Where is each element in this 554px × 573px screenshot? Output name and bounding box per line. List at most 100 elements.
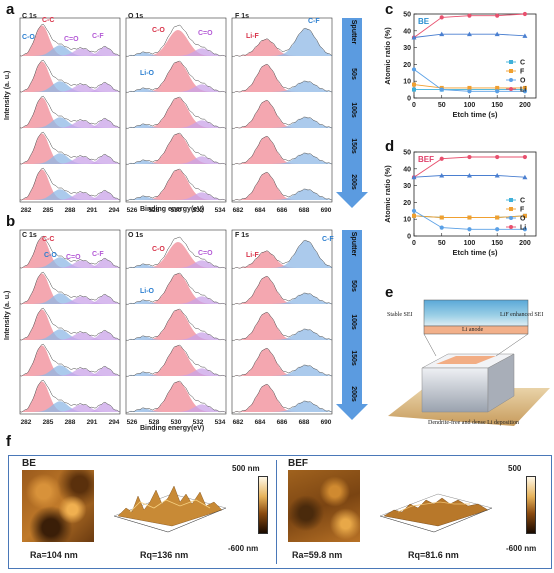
chart-d-point-1-3 [495,215,500,220]
xps-b-peak-c1-r0-p2 [126,264,226,268]
xps-b-peak-c1-r4-p1 [126,404,226,412]
xps-b-peak-c0-r3-p3 [20,366,120,376]
xps-a-sputter-arrow-body [342,18,362,192]
afm-divider [276,460,277,564]
xps-b-xlabel: Binding energy(eV) [140,425,205,432]
xps-b-sputter-label-3: 150s [350,350,357,366]
xps-b-sputter-label-4: 200s [350,386,357,402]
xps-b-peak-c0-r4-p0 [20,381,120,412]
xps-a-peak-c2-r3-p1 [232,153,332,164]
chart-c-point-4-3 [494,31,500,37]
xps-a-peak-c0-r1-p3 [20,82,120,92]
afm-be-3d-surface [113,485,227,533]
xps-b-envelope-c1-r4 [125,380,227,413]
xps-a-cf-label: C-F [92,33,104,40]
chart-d-point-4-1 [439,173,445,178]
xps-a-tick-c1-4: 534 [215,207,226,212]
xps-a-peak-c1-r4-p2 [126,196,226,200]
xps-b-o-co-label: C-O [152,246,165,253]
chart-c-point-3-2 [467,13,472,18]
xps-b-peak-c2-r1-p1 [232,293,332,304]
chart-d-legend-marker-0 [509,198,513,202]
xps-a-lio-label: Li-O [140,70,154,77]
xps-a-peak-c0-r4-p3 [20,190,120,200]
xps-b-sputter-label-1: 50s [350,280,357,292]
xps-b-ceo-label: C=O [66,254,81,261]
xps-a-peak-c2-r3-p0 [232,136,332,164]
xps-b-peak-c1-r3-p0 [126,345,226,376]
xps-panel-a: 282 285 288 291 294 526 528 530 532 534 682 684 686 6… [0,0,380,214]
chart-c-point-2-0 [411,67,417,72]
xps-b-co-label: C-O [44,252,57,259]
xps-b-peak-c2-r2-p1 [232,329,332,340]
chart-d-point-1-1 [439,215,444,220]
xps-b-tick-c0-2: 288 [65,419,76,426]
xps-b-tick-c0-1: 285 [43,419,54,426]
xps-a-co-label: C-O [22,34,35,41]
xps-a-peak-c1-r0-p2 [126,52,226,56]
afm-bef-label: BEF [288,458,308,469]
xps-b-o1s-title: O 1s [128,232,144,239]
xps-b-tick-c2-0: 682 [233,419,244,426]
xps-a-peak-c1-r1-p2 [126,88,226,92]
chart-c-legend-marker-1 [509,69,513,73]
afm-bef-colorbar [526,476,536,534]
xps-a-frame-0 [19,17,121,203]
chart-d-xtick-label-0: 0 [412,240,416,247]
xps-panel-b: 282 285 288 291 294 526 528 530 532 534 682 684 686 6… [0,212,380,426]
xps-a-tick-c1-3: 532 [193,207,204,212]
xps-b-tick-c0-4: 294 [109,419,120,426]
xps-b-peak-c1-r2-p2 [126,336,226,340]
xps-b-lif-label: Li-F [246,252,259,259]
xps-b-envelope-c1-r3 [125,344,227,377]
xps-b-ylabel: Intensity (a. u.) [4,290,11,340]
afm-be-colorbar [258,476,268,534]
xps-b-c1s-title: C 1s [22,232,37,239]
xps-b-peak-c1-r1-p1 [126,296,226,304]
chart-c-point-0-0 [412,87,416,92]
chart-c-tag: BE [418,17,430,26]
chart-c-ytick-label-1: 10 [403,79,411,86]
xps-b-peak-c2-r4-p1 [232,401,332,412]
xps-b-envelope-c2-r2 [231,311,333,341]
chart-c-point-3-3 [495,13,500,18]
xps-a-svg: 282 285 288 291 294 526 528 530 532 534 682 684 686 6… [19,17,368,214]
xps-a-envelope-c1-r1 [125,60,227,93]
xps-a-peak-c2-r2-p1 [232,117,332,128]
chart-c-point-2-1 [439,87,444,92]
xps-a-frame-1 [125,17,227,203]
xps-a-envelope-c0-r2 [19,95,121,129]
afm-bef-ra: Ra=59.8 nm [292,550,343,560]
chart-c-point-3-4 [522,11,528,17]
chart-c-legend-label-1: F [520,69,525,76]
afm-be-cb-bottom: -600 nm [228,544,259,553]
xps-b-peak-c1-r4-p2 [126,408,226,412]
xps-b-peak-c2-r0-p1 [232,240,332,268]
chart-c-legend-marker-0 [509,60,513,64]
chart-d-xlabel: Etch time (s) [452,248,498,257]
chart-c-point-4-4 [522,33,528,38]
afm-be-label: BE [22,458,36,469]
afm-be-cb-top: 500 nm [232,464,260,473]
chart-d-point-3-3 [495,154,500,160]
chart-c-ylabel: Atomic ratio (%) [383,27,392,85]
xps-b-peak-c0-r2-p0 [20,309,120,340]
chart-c-legend-label-3: Li [520,87,526,94]
xps-b-tick-c1-0: 526 [127,419,138,426]
xps-a-envelope-c1-r3 [125,132,227,165]
xps-a-peak-c1-r1-p1 [126,84,226,92]
afm-bef-3d-surface [379,493,493,533]
xps-b-peak-c1-r0-p0 [126,242,226,268]
afm-bef-2d-image [288,470,360,542]
xps-b-envelope-c1-r0 [125,236,227,269]
xps-b-envelope-c1-r2 [125,308,227,341]
xps-a-tick-c1-0: 526 [127,207,138,212]
xps-a-tick-c1-1: 528 [149,207,160,212]
xps-a-sputter-arrow-head [336,192,368,208]
stable-sei-label: Stable SEI [387,312,413,318]
chart-c-point-4-0 [411,35,417,40]
chart-d-point-1-4 [522,213,527,218]
xps-a-envelope-c1-r4 [125,168,227,201]
panel-label-e: e [385,284,394,301]
xps-a-xlabel: Binding energy(eV) [140,206,205,213]
